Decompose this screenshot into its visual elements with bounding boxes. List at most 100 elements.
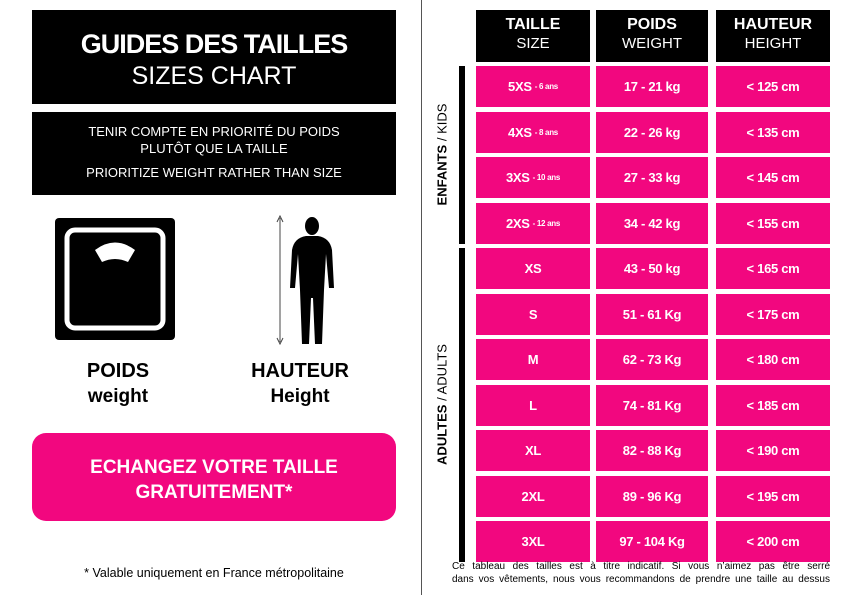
divider [421,0,422,595]
header-sub: HEIGHT [744,35,802,52]
header-sub: SIZE [516,35,550,52]
weight-sub: weight [87,386,149,407]
person-icon [290,217,334,344]
size: S [528,306,538,322]
column-header: POIDS WEIGHT [596,10,708,62]
header-main: POIDS [627,16,677,33]
notice-line: PRIORITIZE WEIGHT RATHER THAN SIZE [86,165,342,180]
group-sub: / KIDS [434,103,450,141]
weight-cell: 43 - 50 kg [596,248,708,289]
height-cell: < 185 cm [716,384,830,426]
group-name: ADULTES [434,404,450,465]
weight-label-group: POIDS weight [58,360,178,408]
subtitle: SIZES CHART [131,62,297,90]
size: 5XS [508,79,532,94]
height-cell: < 200 cm [716,521,830,562]
weight-cell: 74 - 81 Kg [596,384,708,426]
weight: 51 - 61 Kg [622,306,682,322]
size-cell: XL [476,430,590,471]
height-cell: < 145 cm [716,157,830,198]
height-cell: < 165 cm [716,248,830,289]
size: L [529,397,537,413]
age-note: - 6 ans [534,82,559,91]
size-cell: L [476,384,590,426]
size: 2XS [505,215,530,231]
size: 3XS [505,170,530,185]
height-cell: < 175 cm [716,293,830,335]
header-main: HAUTEUR [733,16,813,33]
size-cell: 4XS - 8 ans [476,111,590,153]
button-line: ECHANGEZ VOTRE TAILLE [90,457,338,478]
weight: 82 - 88 Kg [622,443,682,458]
weight-cell: 27 - 33 kg [596,157,708,198]
weight: 74 - 81 Kg [622,397,682,413]
footnote-line: Ce tableau des tailles est à titre indic… [452,561,830,572]
size-cell: XS [476,248,590,289]
group-name: ENFANTS [434,144,450,206]
notice-line: TENIR COMPTE EN PRIORITÉ DU POIDS [88,124,340,139]
title: GUIDES DES TAILLES [80,29,349,59]
arrow-heads [276,214,284,346]
height-cell: < 155 cm [716,202,830,244]
weight: 62 - 73 Kg [622,352,682,367]
height-cell: < 180 cm [716,339,830,380]
height: < 200 cm [746,534,800,549]
notice-box: TENIR COMPTE EN PRIORITÉ DU POIDS PLUTÔT… [32,112,396,195]
height-label: HAUTEUR [251,360,349,382]
height: < 145 cm [746,170,800,185]
age-note: - 8 ans [534,127,559,137]
size: 4XS [508,124,532,140]
height-cell: < 190 cm [716,430,830,471]
group-sub: / ADULTS [434,344,450,401]
left-footnote: * Valable uniquement en France métropoli… [84,566,344,580]
table-footnote: Ce tableau des tailles est à titre indic… [452,560,830,586]
scale-dial [95,242,135,262]
column-header: HAUTEUR HEIGHT [716,10,830,62]
height: < 155 cm [746,215,800,231]
size-cell: 5XS - 6 ans [476,66,590,107]
header-main: TAILLE [505,16,561,33]
size-cell: 3XL [476,521,590,562]
weight-cell: 62 - 73 Kg [596,339,708,380]
group-label: ADULTES / ADULTS [435,325,450,485]
scale-outline [64,227,166,331]
height-label-group: HAUTEUR Height [230,360,370,408]
size-cell: M [476,339,590,380]
icons [55,214,334,346]
height: < 190 cm [746,443,800,458]
group-label: ENFANTS / KIDS [435,74,450,234]
header-sub: WEIGHT [622,35,682,52]
weight-cell: 51 - 61 Kg [596,293,708,335]
weight-label: POIDS [86,360,150,382]
weight-cell: 22 - 26 kg [596,111,708,153]
footnote-line: dans vos vêtements, nous vous recommando… [452,574,830,585]
height: < 180 cm [746,352,800,367]
group-bar [459,248,465,562]
size: 2XL [521,488,545,504]
height-sub: Height [270,386,330,407]
weight: 34 - 42 kg [623,215,681,231]
weight-cell: 89 - 96 Kg [596,475,708,517]
height: < 135 cm [746,124,800,140]
height: < 175 cm [746,306,800,322]
age-note: - 10 ans [532,173,561,182]
weight-cell: 97 - 104 Kg [596,521,708,562]
height-cell: < 195 cm [716,475,830,517]
scale-icon [55,218,175,340]
height: < 125 cm [746,79,800,94]
exchange-button[interactable]: ECHANGEZ VOTRE TAILLE GRATUITEMENT* [32,433,396,521]
height: < 185 cm [746,397,800,413]
weight: 43 - 50 kg [623,261,681,276]
weight-cell: 82 - 88 Kg [596,430,708,471]
size: M [527,352,539,367]
height-cell: < 135 cm [716,111,830,153]
weight: 89 - 96 Kg [622,488,682,504]
notice-line: PLUTÔT QUE LA TAILLE [140,141,288,156]
size-cell: S [476,293,590,335]
height: < 165 cm [746,261,800,276]
group-bar [459,66,465,244]
size-cell: 3XS - 10 ans [476,157,590,198]
size: XS [524,261,542,276]
title-box: GUIDES DES TAILLES SIZES CHART [32,10,396,104]
weight: 17 - 21 kg [623,79,681,94]
